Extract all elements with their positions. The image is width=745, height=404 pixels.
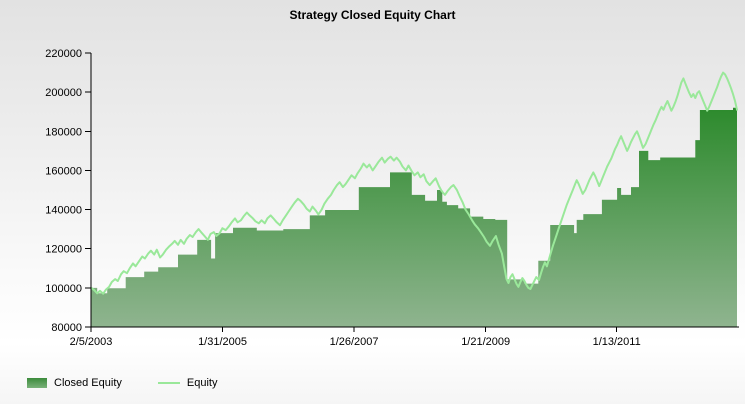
equity-line [90, 71, 738, 295]
y-axis-tick-label: 160000 [45, 165, 82, 177]
y-axis-tick-label: 220000 [45, 48, 82, 60]
y-axis-tick-label: 180000 [45, 126, 82, 138]
x-axis-tick-label: 1/21/2009 [461, 336, 510, 348]
closed-equity-area [91, 107, 738, 327]
y-axis-tick-label: 80000 [51, 322, 82, 334]
equity-line-swatch [157, 382, 180, 384]
legend-label-closed-equity: Closed Equity [54, 377, 122, 389]
legend-item-equity: Equity [157, 377, 218, 389]
x-axis-tick-label: 1/13/2011 [593, 336, 641, 348]
x-axis-tick-label: 1/31/2005 [198, 336, 247, 348]
legend: Closed Equity Equity [27, 376, 217, 390]
closed-equity-swatch [27, 378, 47, 388]
y-axis-tick-label: 120000 [45, 244, 82, 256]
chart-title: Strategy Closed Equity Chart [289, 8, 456, 22]
y-axis-tick-label: 100000 [45, 283, 82, 295]
x-axis-tick-label: 1/26/2007 [330, 336, 379, 348]
y-axis-tick-label: 140000 [45, 205, 82, 217]
x-axis-tick-label: 2/5/2003 [70, 336, 113, 348]
y-axis-tick-label: 200000 [45, 87, 82, 99]
legend-label-equity: Equity [186, 377, 218, 389]
legend-item-closed-equity: Closed Equity [27, 377, 122, 389]
